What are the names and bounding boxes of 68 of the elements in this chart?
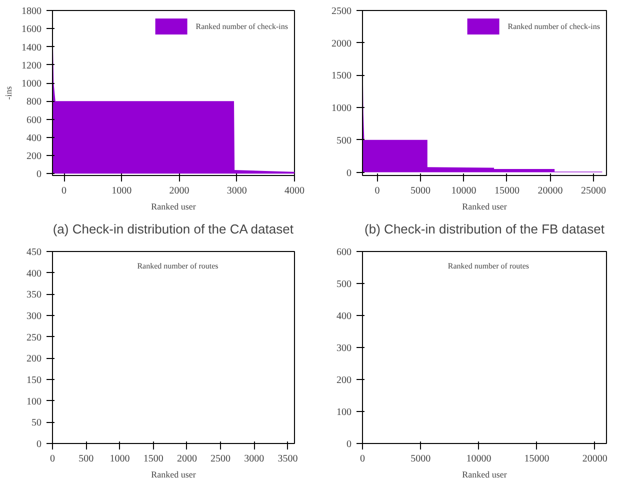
annotation: Ranked number of routes [448,262,529,271]
x-axis-title: Ranked user [462,202,507,212]
y-tick-label: 400 [26,132,42,144]
x-tick-label: 1500 [143,454,164,464]
y-tick-label: 150 [26,375,42,386]
y-tick-label: 2500 [332,6,352,17]
y-tick-label: 1800 [22,6,42,17]
x-tick-label: 1000 [112,186,132,196]
x-tick-label: 0 [360,454,365,464]
y-tick-label: 400 [26,268,42,280]
y-tick-label: 400 [336,311,352,322]
x-tick-label: 5000 [410,454,431,464]
y-tick-label: 1600 [22,24,42,36]
y-tick-label: 300 [26,311,42,322]
x-tick-label: 0 [374,186,380,196]
y-tick-label: 1000 [22,78,42,90]
x-axis-title: Ranked user [151,202,196,212]
x-tick-label: 10000 [451,186,476,196]
y-tick-label: 100 [336,407,352,418]
x-tick-label: 20000 [582,454,608,464]
legend-label: Ranked number of check-ins [508,22,600,30]
y-tick-label: 1000 [332,103,352,114]
y-tick-label: 450 [26,247,42,258]
y-tick-label: 250 [26,332,42,344]
legend-label: Ranked number of check-ins [196,22,288,30]
y-tick-label: 600 [26,114,42,126]
x-tick-label: 5000 [410,186,430,196]
y-tick-label: 500 [336,135,352,146]
y-tick-label: 0 [346,168,352,179]
y-tick-label: 200 [26,151,42,162]
x-tick-label: 20000 [538,186,563,196]
text: (a) Check-in distribution of the CA dataset [52,222,294,236]
x-tick-label: 0 [50,454,55,464]
x-tick-label: 15000 [524,454,550,464]
annotation: Ranked number of routes [137,262,218,271]
y-tick-label: 200 [26,354,42,365]
x-tick-label: 2500 [210,454,231,464]
x-tick-label: 3500 [278,454,298,464]
y-tick-label: 0 [36,439,42,450]
y-tick-label: 300 [336,343,352,354]
x-axis-title: Ranked user [462,470,507,480]
x-tick-label: 15000 [494,186,520,196]
x-tick-label: 3000 [244,454,264,464]
text: (b) Check-in distribution of the FB dataset [364,222,605,236]
y-tick-label: 0 [36,169,42,180]
y-tick-label: 50 [32,418,42,429]
y-tick-label: 2000 [332,38,352,50]
y-tick-label: 1500 [332,70,352,82]
x-tick-label: 500 [78,454,94,464]
y-tick-label: 500 [336,279,352,290]
y-axis-title: -ins [4,86,14,100]
x-tick-label: 1000 [110,454,130,464]
y-tick-label: 600 [336,247,352,258]
x-tick-label: 3000 [226,186,247,196]
x-tick-label: 0 [62,186,67,196]
y-tick-label: 100 [26,396,42,408]
y-tick-label: 1200 [22,60,42,72]
x-tick-label: 25000 [581,186,606,196]
x-tick-label: 2000 [169,186,190,196]
x-axis-title: Ranked user [151,470,196,480]
x-tick-label: 4000 [284,186,304,196]
y-tick-label: 1400 [22,42,42,54]
y-tick-label: 200 [336,375,352,386]
y-tick-label: 800 [26,96,42,108]
y-tick-label: 350 [26,290,42,301]
y-tick-label: 0 [346,439,352,450]
x-tick-label: 2000 [176,454,197,464]
x-tick-label: 10000 [466,454,492,464]
